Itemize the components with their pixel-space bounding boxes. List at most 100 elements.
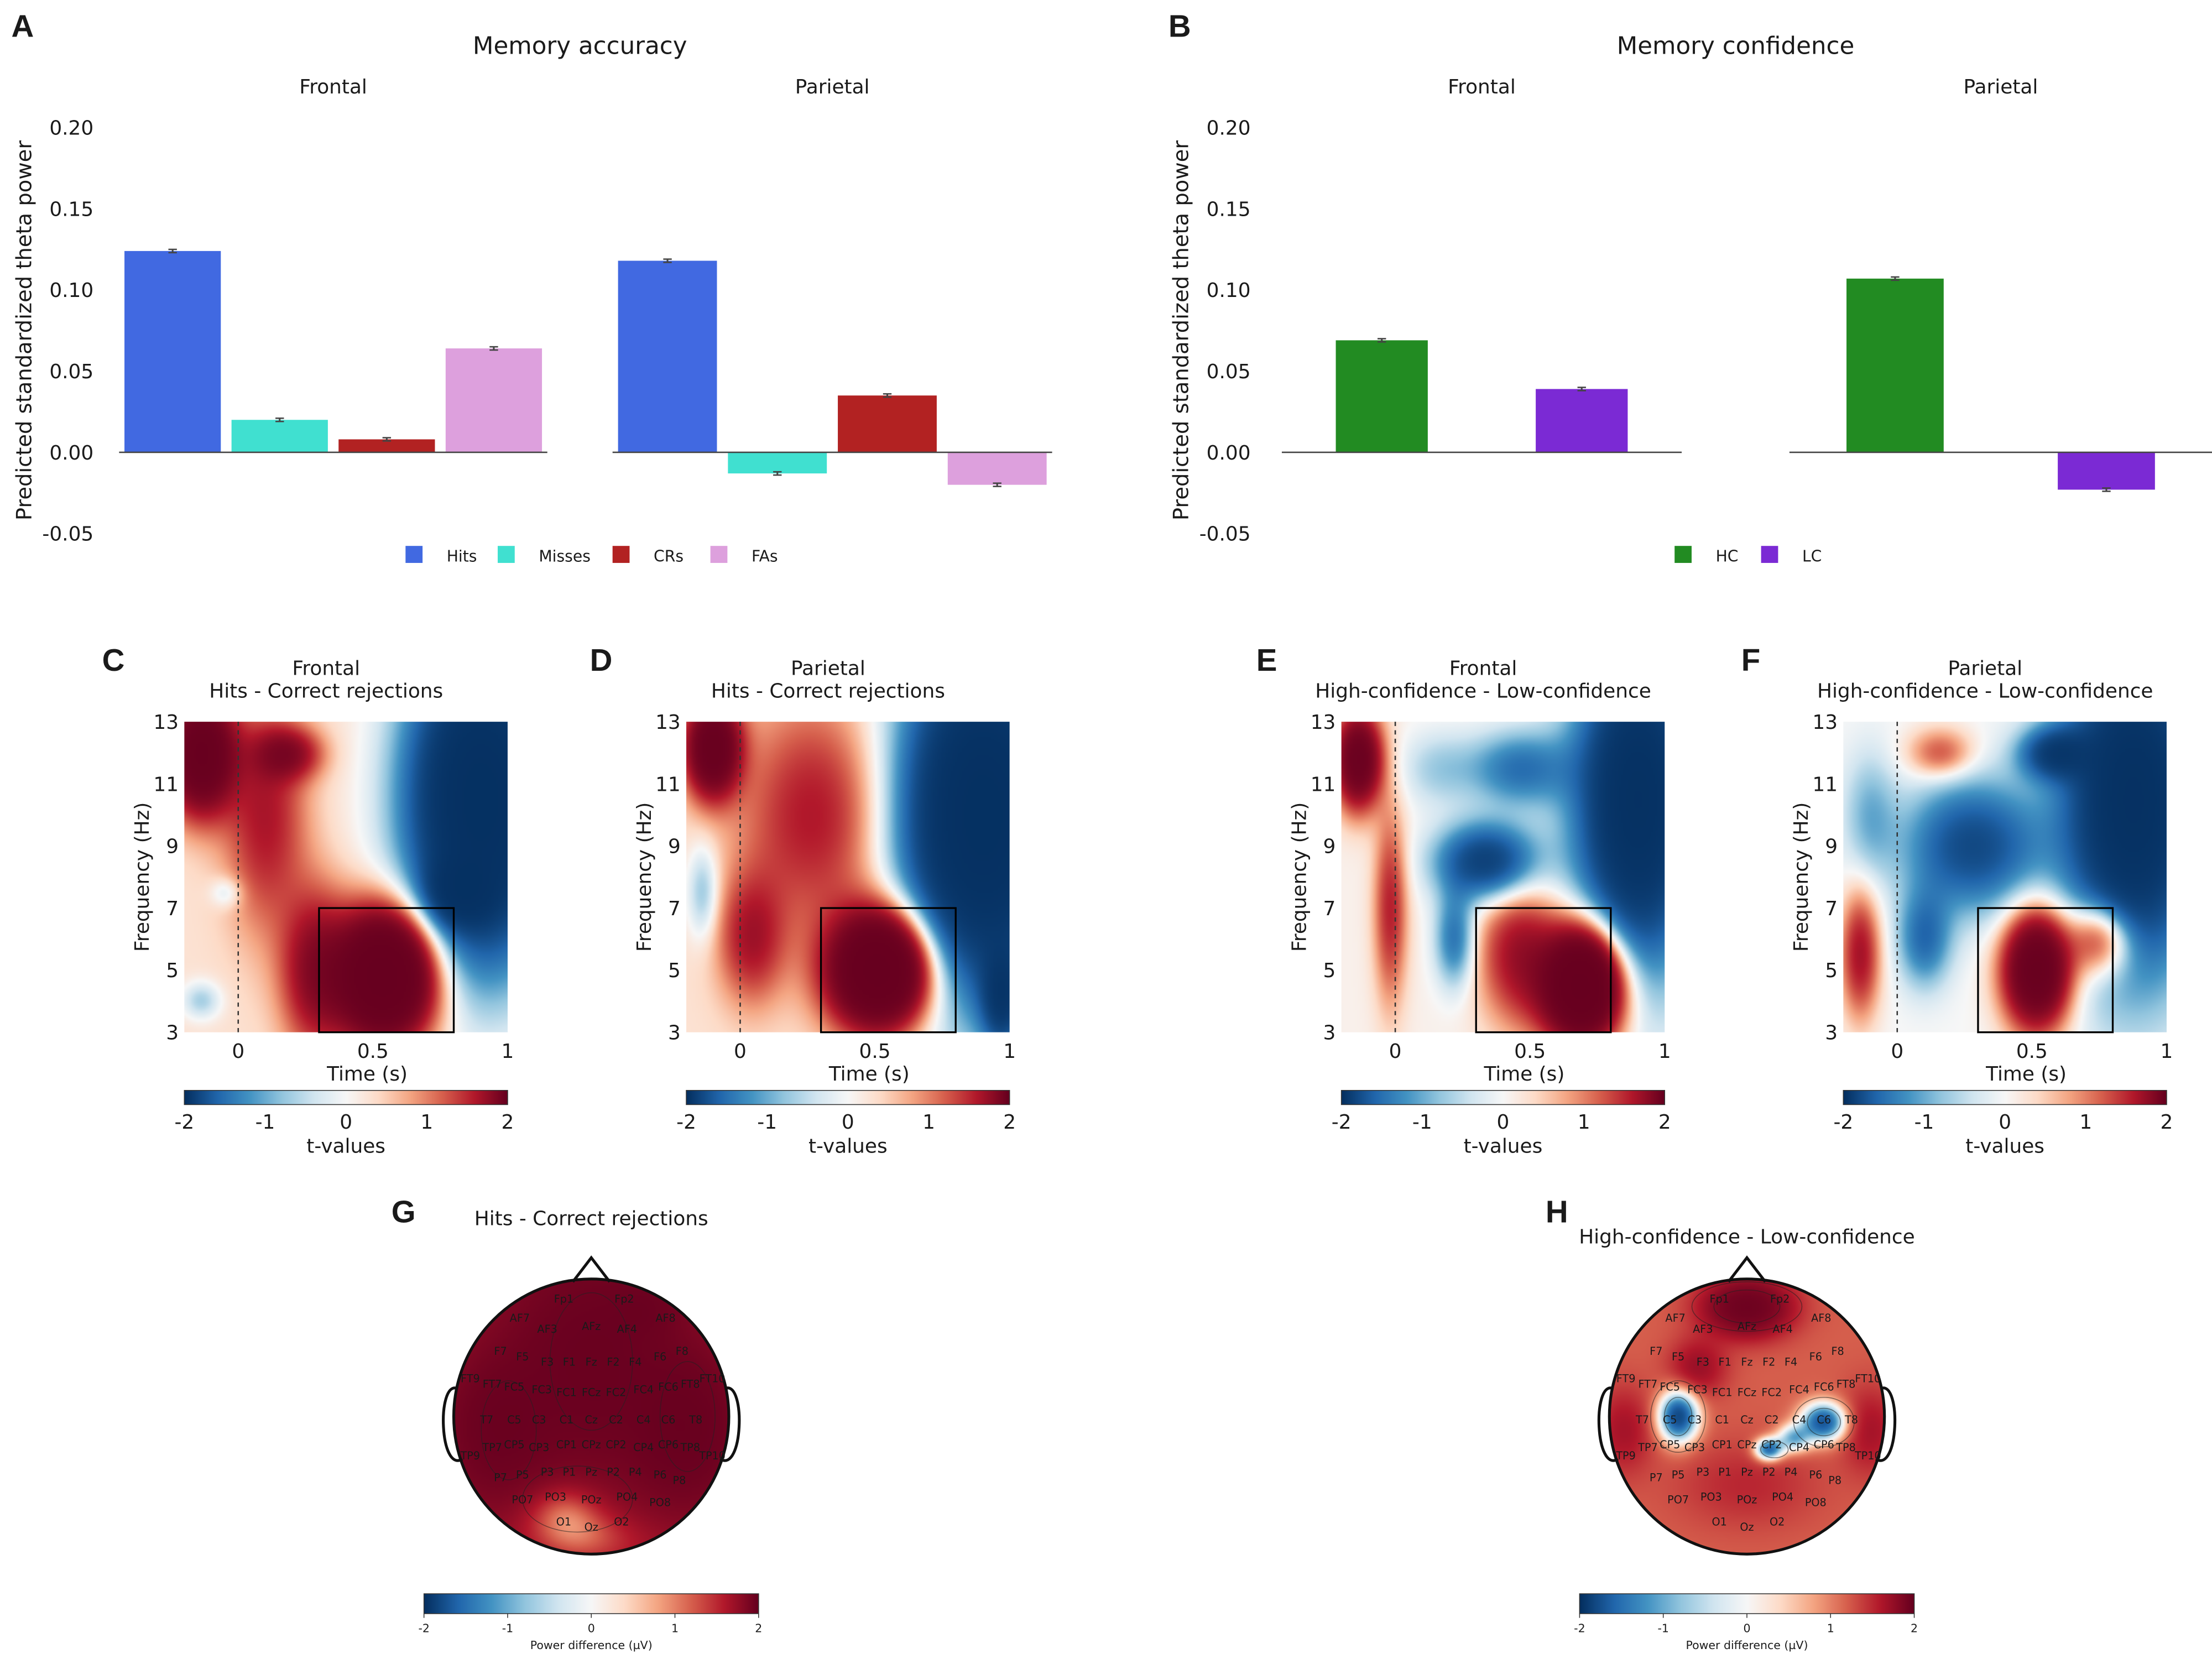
colorbar-frame — [184, 1090, 508, 1105]
electrode-poz: POz — [581, 1493, 602, 1506]
bar-misses — [231, 420, 328, 452]
bar-panel-a: A Memory accuracy Predicted standardized t… — [12, 9, 1052, 565]
facet-frontal: Frontal — [119, 76, 547, 453]
electrode-fz: Fz — [586, 1356, 597, 1369]
electrode-af7: AF7 — [1665, 1312, 1685, 1324]
colorbar-tick-label: 2 — [755, 1621, 762, 1635]
electrode-cp1: CP1 — [1712, 1438, 1733, 1451]
topomap-contours — [1650, 1281, 1855, 1458]
x-tick-label: 1 — [502, 1040, 514, 1063]
legend: Hits Misses CRs FAs — [405, 546, 778, 565]
electrode-po7: PO7 — [512, 1493, 533, 1506]
electrode-c5: C5 — [507, 1413, 521, 1426]
electrode-cp3: CP3 — [1684, 1441, 1705, 1454]
electrode-cpz: CPz — [1737, 1438, 1756, 1451]
x-tick-label: 0 — [734, 1040, 747, 1063]
colorbar-tick-label: -2 — [1332, 1111, 1352, 1134]
electrode-tp8: TP8 — [1835, 1441, 1856, 1454]
bar-misses — [728, 452, 827, 474]
electrode-po8: PO8 — [649, 1496, 671, 1509]
electrode-cz: Cz — [585, 1413, 598, 1426]
x-tick-label: 0 — [1891, 1040, 1903, 1063]
chart-title: Memory accuracy — [473, 32, 687, 60]
nose-outline — [571, 1255, 611, 1283]
electrode-fc1: FC1 — [556, 1386, 577, 1399]
x-tick-label: 1 — [2161, 1040, 2173, 1063]
y-tick-label: 9 — [1825, 836, 1838, 858]
colorbar-tick-label: 0 — [340, 1111, 352, 1134]
y-axis-label: Frequency (Hz) — [1790, 802, 1813, 952]
legend-swatch-crs — [612, 546, 630, 563]
electrode-f6: F6 — [1809, 1350, 1822, 1363]
electrode-fc4: FC4 — [1789, 1383, 1809, 1396]
legend: HC LC — [1674, 546, 1822, 565]
topomap-heatmap — [1609, 1279, 1885, 1554]
colorbar-label: Power difference (µV) — [1686, 1639, 1808, 1652]
electrode-fcz: FCz — [582, 1386, 601, 1399]
chart-title: Hits - Correct rejections — [474, 1207, 708, 1230]
colorbar-tick-label: -1 — [1914, 1111, 1934, 1134]
y-tick-label: 13 — [1311, 711, 1336, 734]
panel-label: F — [1741, 643, 1760, 677]
colorbar-label: t-values — [808, 1135, 888, 1158]
electrode-o1: O1 — [556, 1515, 571, 1528]
tf-heatmap — [1341, 722, 1665, 1032]
legend-label: FAs — [752, 547, 778, 565]
legend-label: CRs — [654, 547, 684, 565]
y-tick-label: 0.10 — [49, 279, 93, 302]
topomap-contours — [481, 1292, 716, 1533]
topomap-panel-g: G Hits - Correct rejections Fp1 Fp2 AF7 AF3 AF… — [392, 1194, 763, 1652]
left-ear-outline — [1597, 1386, 1619, 1462]
electrode-p7: P7 — [1650, 1472, 1663, 1484]
electrode-f5: F5 — [516, 1350, 529, 1363]
electrode-f1: F1 — [1719, 1356, 1731, 1369]
legend-swatch-fas — [710, 546, 728, 563]
electrode-fc3: FC3 — [1687, 1383, 1708, 1396]
colorbar — [1843, 1090, 2167, 1105]
electrode-c1: C1 — [1715, 1413, 1729, 1426]
y-tick-label: 11 — [153, 773, 179, 796]
chart-title: Frontal — [292, 658, 360, 680]
y-tick-label: 0.05 — [49, 361, 93, 383]
colorbar-frame — [686, 1090, 1010, 1105]
electrode-fp1: Fp1 — [1709, 1292, 1729, 1305]
colorbar-tick-label: 1 — [420, 1111, 433, 1134]
colorbar-tick-label: 0 — [1497, 1111, 1510, 1134]
electrode-f3: F3 — [541, 1356, 554, 1369]
contour-line — [1760, 1441, 1789, 1458]
y-tick-label: 13 — [1812, 711, 1838, 734]
y-tick-label: 0.20 — [1207, 117, 1251, 140]
facet-title: Parietal — [1964, 76, 2038, 98]
bar-hc — [1335, 340, 1428, 452]
electrode-p3: P3 — [541, 1466, 554, 1479]
contour-line — [549, 1292, 633, 1431]
facet-title: Frontal — [1448, 76, 1516, 98]
colorbar-tick-label: 2 — [2161, 1111, 2173, 1134]
electrode-fcz: FCz — [1738, 1386, 1757, 1399]
electrode-cp2: CP2 — [1761, 1438, 1782, 1451]
electrode-cp2: CP2 — [606, 1438, 626, 1451]
y-axis-label: Frequency (Hz) — [633, 802, 656, 952]
electrode-afz: AFz — [1738, 1320, 1756, 1333]
right-ear-outline — [1875, 1386, 1897, 1462]
electrode-c2: C2 — [1765, 1413, 1779, 1426]
facet-parietal: Parietal — [1789, 76, 2212, 492]
y-tick-label: 3 — [166, 1021, 179, 1044]
electrode-afz: AFz — [582, 1320, 601, 1333]
electrode-c2: C2 — [609, 1413, 623, 1426]
x-tick-label: 0 — [232, 1040, 244, 1063]
electrode-c3: C3 — [532, 1413, 546, 1426]
y-tick-label: 7 — [668, 898, 681, 920]
colorbar-tick-label: -1 — [255, 1111, 275, 1134]
electrode-cpz: CPz — [582, 1438, 601, 1451]
colorbar — [1579, 1594, 1914, 1614]
colorbar — [184, 1090, 508, 1105]
x-tick-label: 0.5 — [2016, 1040, 2048, 1063]
y-tick-label: 3 — [668, 1021, 681, 1044]
colorbar-tick-label: -1 — [1412, 1111, 1432, 1134]
electrode-f8: F8 — [676, 1345, 688, 1358]
y-tick-label: 5 — [1825, 959, 1838, 982]
y-tick-label: 0.10 — [1207, 279, 1251, 302]
electrode-po3: PO3 — [1700, 1490, 1722, 1503]
